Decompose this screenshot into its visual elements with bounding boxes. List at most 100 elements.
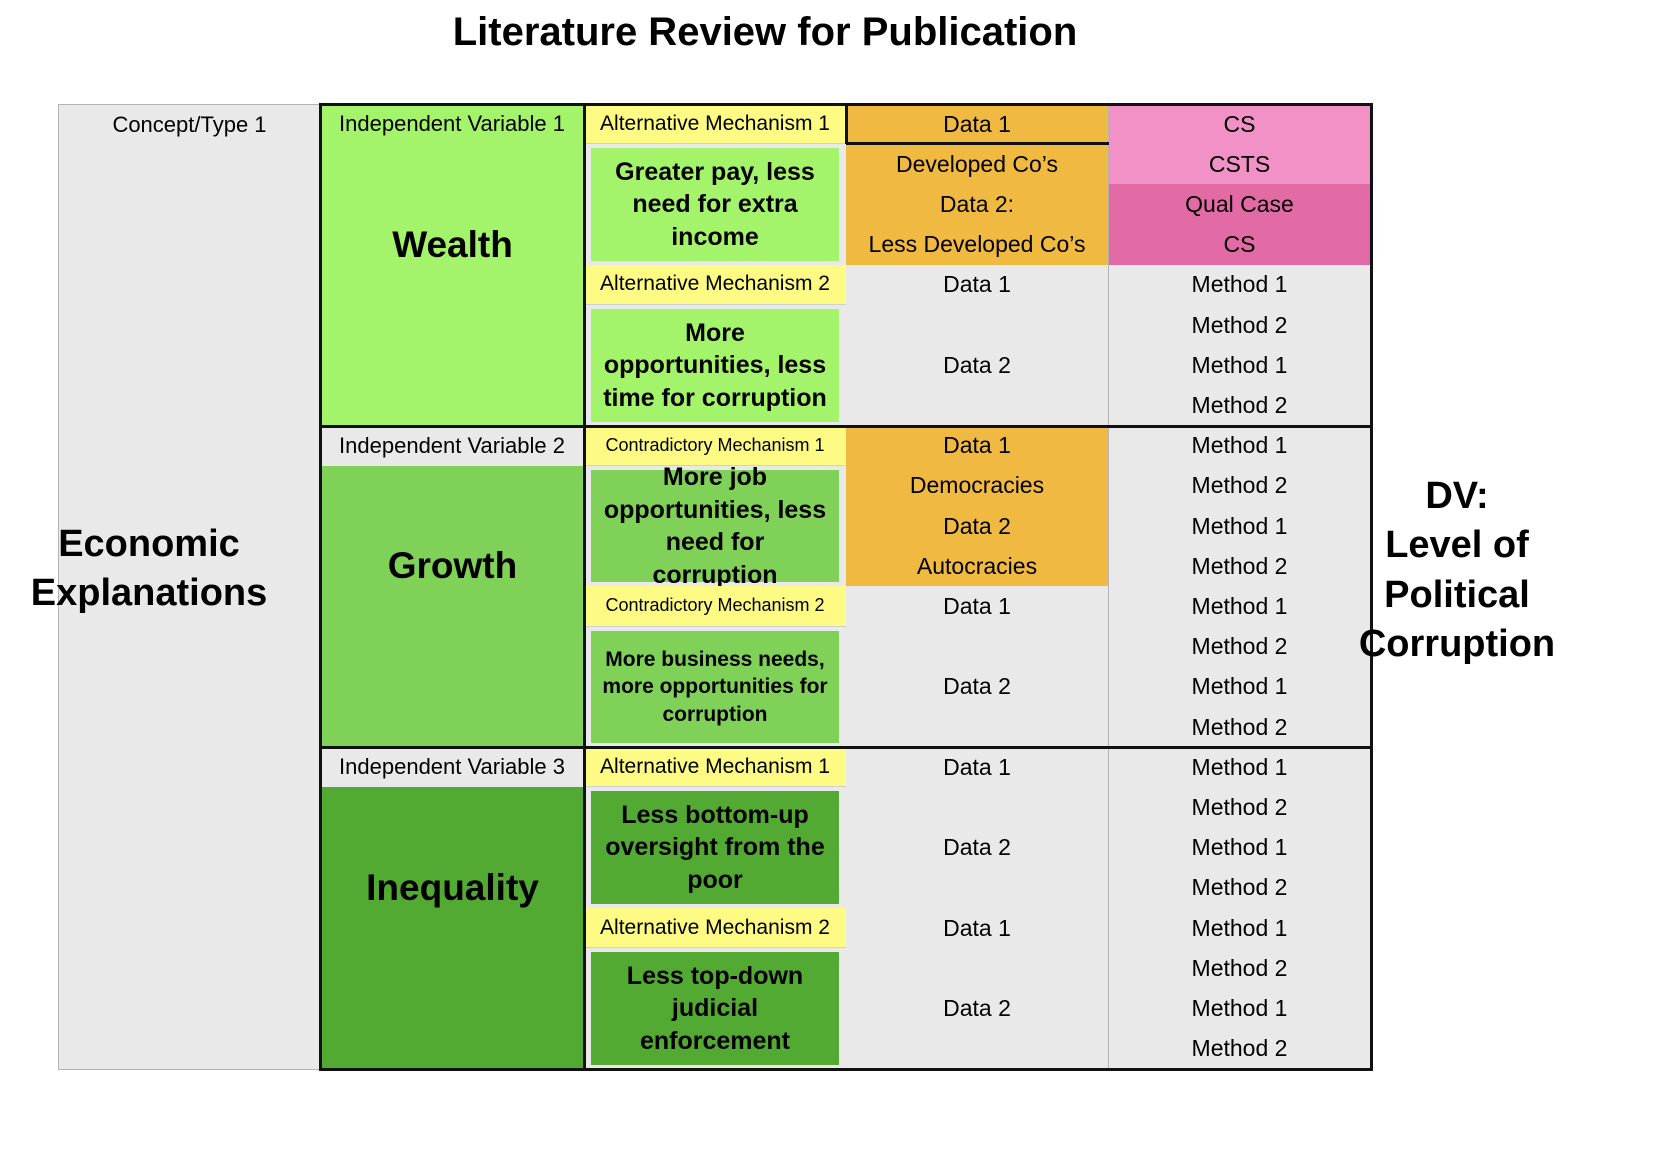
table-bottom-border [319,1067,1373,1071]
concept-cell [58,1028,321,1070]
dv-label-line: Level of [1385,524,1529,567]
dv-label-line: Political [1384,573,1530,616]
data-cell: Less Developed Co’s [846,224,1109,266]
independent-variable-block: Wealth [321,144,584,426]
independent-variable-label: Independent Variable 1 [321,104,584,146]
method-cell: Method 2 [1109,465,1371,507]
data-cell: Data 1 [846,425,1109,467]
method-cell: Method 2 [1109,707,1371,749]
data-cell: Data 2 [846,506,1109,548]
concept-cell [58,586,321,628]
method-cell: Method 1 [1109,586,1371,628]
method-cell: Method 1 [1109,908,1371,950]
concept-cell [58,707,321,749]
data-cell [846,948,1109,990]
data-cell [846,707,1109,749]
method-cell: Method 1 [1109,345,1371,387]
group-top-border [321,424,1373,428]
data-cell [846,787,1109,829]
method-cell: CS [1109,224,1371,266]
concept-cell [58,224,321,266]
concept-cell [58,988,321,1030]
dependent-variable-label: DV: Level of Political Corruption [1346,472,1568,670]
data-cell: Autocracies [846,546,1109,588]
iv-column-right-border [583,103,586,1070]
concept-cell [58,264,321,306]
concept-cell [58,184,321,226]
method-cell: Method 1 [1109,264,1371,306]
mechanism-header: Alternative Mechanism 2 [584,264,846,305]
data-cell: Data 2 [846,666,1109,708]
method-cell: Method 1 [1109,827,1371,869]
iv-column-left-border [319,103,322,1070]
mechanism-header: Alternative Mechanism 2 [584,908,846,949]
concept-cell [58,867,321,909]
mechanism-description: Less bottom-up oversight from the poor [591,791,839,904]
data-cell: Data 1 [846,264,1109,306]
concept-cell [58,827,321,869]
data-cell: Developed Co’s [846,144,1109,186]
mechanism-description: More business needs, more opportunities … [591,630,839,744]
method-cell: Method 2 [1109,1028,1371,1070]
independent-variable-block: Inequality [321,787,584,1069]
method-cell: Method 2 [1109,305,1371,347]
data-cell [846,305,1109,347]
table-right-border [1370,103,1373,1070]
mechanism-header: Contradictory Mechanism 1 [584,425,846,466]
method-cell: Qual Case [1109,184,1371,226]
economic-explanations-label: Economic Explanations [30,523,268,615]
mechanism-description: More opportunities, less time for corrup… [591,309,839,422]
data-cell [846,385,1109,427]
concept-cell [58,948,321,990]
page-title: Literature Review for Publication [452,10,1078,54]
concept-cell [58,305,321,347]
method-cell: Method 2 [1109,546,1371,588]
data-cell: Data 1 [846,747,1109,789]
mechanism-description: More job opportunities, less need for co… [591,463,839,589]
data-cell: Data 1 [846,908,1109,950]
mechanism-header: Contradictory Mechanism 2 [584,586,846,627]
mechanism-description: Less top-down judicial enforcement [591,952,839,1065]
group-top-border [321,746,1373,750]
data-cell: Data 1 [846,586,1109,628]
data-column-left-border [845,103,848,145]
concept-cell [58,425,321,467]
method-cell: Method 2 [1109,948,1371,990]
data-cell [846,867,1109,909]
mechanism-description: Greater pay, less need for extra income [591,148,839,261]
data-cell: Data 2 [846,988,1109,1030]
concept-cell [58,144,321,186]
concept-cell [58,666,321,708]
method-cell: CSTS [1109,144,1371,186]
concept-cell [58,465,321,507]
concept-cell [58,908,321,950]
data-cell: Data 2 [846,345,1109,387]
mechanism-header: Alternative Mechanism 1 [584,104,846,145]
concept-cell [58,787,321,829]
data-cell: Data 2: [846,184,1109,226]
dv-label-line: Corruption [1358,623,1556,666]
concept-cell [58,345,321,387]
method-cell: Method 1 [1109,747,1371,789]
data-cell [846,626,1109,668]
independent-variable-label: Independent Variable 3 [321,747,584,789]
method-cell: Method 2 [1109,867,1371,909]
method-cell: Method 1 [1109,988,1371,1030]
concept-cell [58,747,321,789]
method-cell: Method 2 [1109,626,1371,668]
independent-variable-label: Independent Variable 2 [321,425,584,467]
method-cell: Method 1 [1109,506,1371,548]
method-cell: Method 2 [1109,787,1371,829]
data-cell: Data 2 [846,827,1109,869]
dv-label-line: DV: [1425,475,1489,517]
data-cell [846,1028,1109,1070]
concept-cell: Concept/Type 1 [58,104,321,146]
method-cell: CS [1109,104,1371,146]
data-cell: Data 1 [846,104,1109,146]
data-cell: Democracies [846,465,1109,507]
mechanism-header: Alternative Mechanism 1 [584,747,846,788]
data-header-underline [846,142,1109,146]
method-cell: Method 2 [1109,385,1371,427]
independent-variable-block: Growth [321,465,584,748]
method-cell: Method 1 [1109,666,1371,708]
